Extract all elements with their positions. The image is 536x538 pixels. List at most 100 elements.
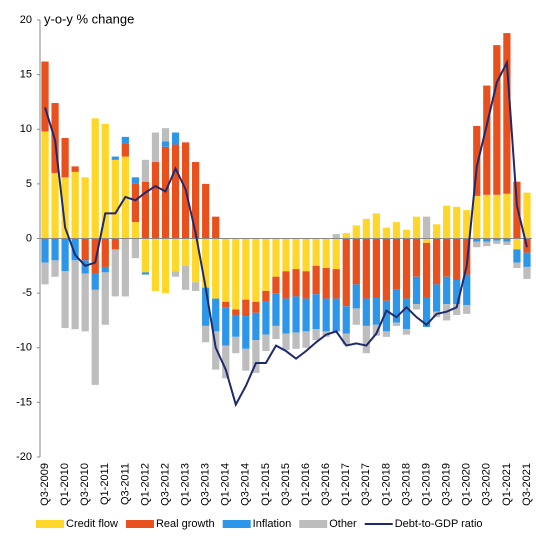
x-tick-label: Q1-2019: [420, 463, 432, 506]
bar: [513, 238, 521, 250]
x-tick-label: Q1-2016: [300, 463, 312, 506]
bar: [352, 284, 360, 309]
bar: [332, 269, 340, 299]
bar: [402, 238, 411, 299]
bar: [111, 159, 119, 239]
bar: [453, 280, 461, 305]
bar: [262, 301, 270, 335]
bar: [312, 238, 320, 266]
bar: [432, 224, 441, 239]
bar: [71, 166, 79, 172]
bar: [473, 241, 481, 248]
bar: [453, 304, 461, 315]
bar: [111, 156, 119, 160]
bar: [473, 195, 481, 239]
bar: [473, 125, 481, 196]
bar: [202, 238, 210, 288]
bar: [61, 137, 69, 178]
bar: [513, 262, 521, 268]
bar: [402, 329, 411, 335]
bar: [362, 298, 370, 326]
bar: [61, 238, 69, 272]
x-tick-label: Q3-2015: [280, 463, 292, 506]
bar: [312, 329, 320, 341]
legend-label: Other: [329, 518, 357, 530]
y-tick-label: 10: [20, 123, 32, 135]
x-tick-label: Q3-2017: [360, 463, 372, 506]
legend-label: Inflation: [253, 518, 292, 530]
bar: [171, 132, 180, 145]
bar: [81, 273, 89, 332]
bar: [382, 300, 391, 332]
bar: [151, 162, 160, 239]
bar: [91, 118, 99, 239]
bar: [71, 238, 79, 261]
bar: [91, 273, 99, 290]
bar: [131, 183, 140, 223]
x-tick-label: Q3-2021: [521, 463, 533, 506]
y-tick-label: -10: [16, 342, 32, 354]
bar: [51, 238, 59, 261]
bar: [503, 33, 511, 194]
bar: [232, 238, 240, 310]
bar: [352, 238, 360, 285]
bar: [432, 284, 441, 312]
bar: [483, 194, 491, 239]
bar: [302, 271, 310, 299]
bar: [272, 325, 280, 340]
x-tick-label: Q1-2012: [139, 463, 151, 506]
bar: [483, 85, 491, 195]
bar: [342, 306, 350, 334]
bar: [131, 222, 140, 239]
x-tick-label: Q3-2012: [159, 463, 171, 506]
bar: [392, 289, 401, 323]
bar: [41, 131, 49, 239]
bar: [212, 238, 220, 299]
bar: [121, 238, 129, 297]
bar: [71, 260, 79, 330]
bar: [483, 238, 491, 242]
bar: [192, 162, 200, 239]
bar: [181, 265, 190, 290]
bar: [382, 227, 391, 239]
bar: [412, 216, 421, 239]
bar: [523, 192, 531, 239]
bar: [292, 332, 300, 349]
x-tick-label: Q1-2014: [220, 463, 232, 506]
bar: [372, 297, 380, 325]
bar: [513, 181, 521, 239]
bar: [282, 298, 290, 334]
bar: [453, 206, 461, 239]
bar: [252, 340, 260, 373]
bar: [212, 216, 220, 239]
bar: [382, 238, 391, 301]
bar: [262, 334, 270, 352]
bar: [412, 304, 421, 310]
bar: [171, 238, 180, 272]
bar: [422, 242, 431, 298]
y-tick-label: 0: [26, 232, 32, 244]
bar: [161, 141, 170, 147]
bar: [422, 216, 431, 239]
bar: [202, 183, 210, 239]
bar: [443, 276, 451, 305]
bar: [412, 238, 421, 277]
bar: [503, 193, 511, 239]
x-tick-label: Q1-2015: [260, 463, 272, 506]
bar: [342, 233, 350, 239]
bar: [372, 213, 380, 239]
x-tick-label: Q1-2013: [179, 463, 191, 506]
bar: [473, 238, 481, 242]
bar: [292, 296, 300, 333]
bar: [382, 331, 391, 337]
bar: [161, 238, 170, 294]
x-tick-label: Q1-2018: [380, 463, 392, 506]
bar: [232, 309, 240, 315]
bar: [141, 238, 150, 273]
bar: [372, 238, 380, 298]
x-tick-label: Q1-2017: [340, 463, 352, 506]
bar: [453, 238, 461, 281]
bar: [402, 298, 411, 330]
y-tick-label: 20: [20, 14, 32, 26]
bar: [493, 194, 501, 239]
